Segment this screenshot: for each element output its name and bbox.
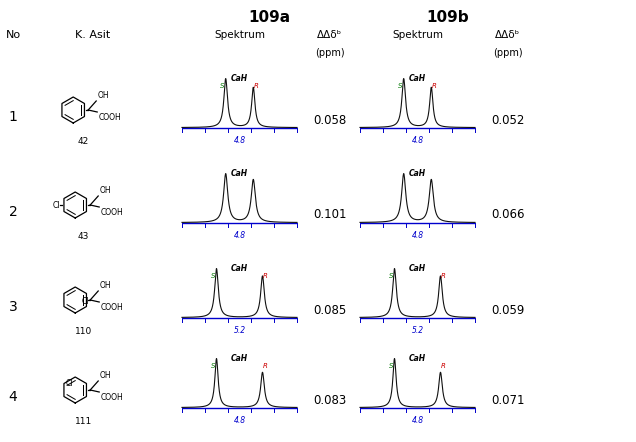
Text: S: S [398, 84, 403, 89]
Text: 5.2: 5.2 [411, 326, 424, 335]
Text: COOH: COOH [98, 113, 121, 122]
Text: CaH: CaH [409, 354, 426, 363]
Text: (ppm): (ppm) [315, 48, 344, 58]
Text: S: S [211, 363, 216, 370]
Text: 4.8: 4.8 [411, 415, 424, 425]
Text: 4.8: 4.8 [411, 231, 424, 240]
Text: COOH: COOH [100, 393, 123, 402]
Text: 110: 110 [74, 327, 92, 336]
Text: OH: OH [97, 91, 109, 100]
Text: ΔΔδᵇ: ΔΔδᵇ [495, 30, 520, 40]
Text: CaH: CaH [409, 169, 426, 178]
Text: R: R [254, 84, 259, 89]
Text: CaH: CaH [231, 169, 248, 178]
Text: 4.8: 4.8 [411, 136, 424, 145]
Text: 0.052: 0.052 [491, 114, 524, 126]
Text: 109a: 109a [249, 10, 291, 25]
Text: 0.071: 0.071 [491, 393, 524, 407]
Text: CaH: CaH [231, 74, 248, 83]
Text: Spektrum: Spektrum [214, 30, 265, 40]
Text: R: R [263, 274, 268, 279]
Text: OH: OH [99, 281, 111, 290]
Text: CaH: CaH [231, 354, 248, 363]
Text: Cl: Cl [81, 297, 89, 305]
Text: R: R [432, 84, 437, 89]
Text: OH: OH [99, 371, 111, 380]
Text: ΔΔδᵇ: ΔΔδᵇ [317, 30, 342, 40]
Text: CaH: CaH [409, 264, 426, 273]
Text: 0.083: 0.083 [313, 393, 346, 407]
Text: Cl: Cl [66, 379, 73, 388]
Text: R: R [263, 363, 268, 370]
Text: K. Asit: K. Asit [76, 30, 111, 40]
Text: 5.2: 5.2 [233, 326, 245, 335]
Text: CaH: CaH [409, 74, 426, 83]
Text: Cl: Cl [53, 202, 60, 210]
Text: 4.8: 4.8 [233, 415, 245, 425]
Text: 1: 1 [8, 110, 17, 124]
Text: S: S [389, 274, 394, 279]
Text: R: R [441, 363, 446, 370]
Text: (ppm): (ppm) [493, 48, 522, 58]
Text: 0.101: 0.101 [313, 209, 346, 221]
Text: 43: 43 [78, 232, 89, 241]
Text: 109b: 109b [426, 10, 469, 25]
Text: Spektrum: Spektrum [392, 30, 443, 40]
Text: S: S [211, 274, 216, 279]
Text: R: R [441, 274, 446, 279]
Text: 4: 4 [9, 390, 17, 404]
Text: 111: 111 [74, 417, 92, 426]
Text: 4.8: 4.8 [233, 136, 245, 145]
Text: OH: OH [99, 186, 111, 195]
Text: COOH: COOH [100, 303, 123, 312]
Text: 42: 42 [78, 137, 89, 146]
Text: 2: 2 [9, 205, 17, 219]
Text: 3: 3 [9, 300, 17, 314]
Text: 4.8: 4.8 [233, 231, 245, 240]
Text: 0.066: 0.066 [491, 209, 524, 221]
Text: 0.058: 0.058 [313, 114, 346, 126]
Text: 0.059: 0.059 [491, 304, 524, 316]
Text: 0.085: 0.085 [313, 304, 346, 316]
Text: S: S [221, 84, 225, 89]
Text: S: S [389, 363, 394, 370]
Text: No: No [6, 30, 20, 40]
Text: COOH: COOH [100, 208, 123, 217]
Text: CaH: CaH [231, 264, 248, 273]
